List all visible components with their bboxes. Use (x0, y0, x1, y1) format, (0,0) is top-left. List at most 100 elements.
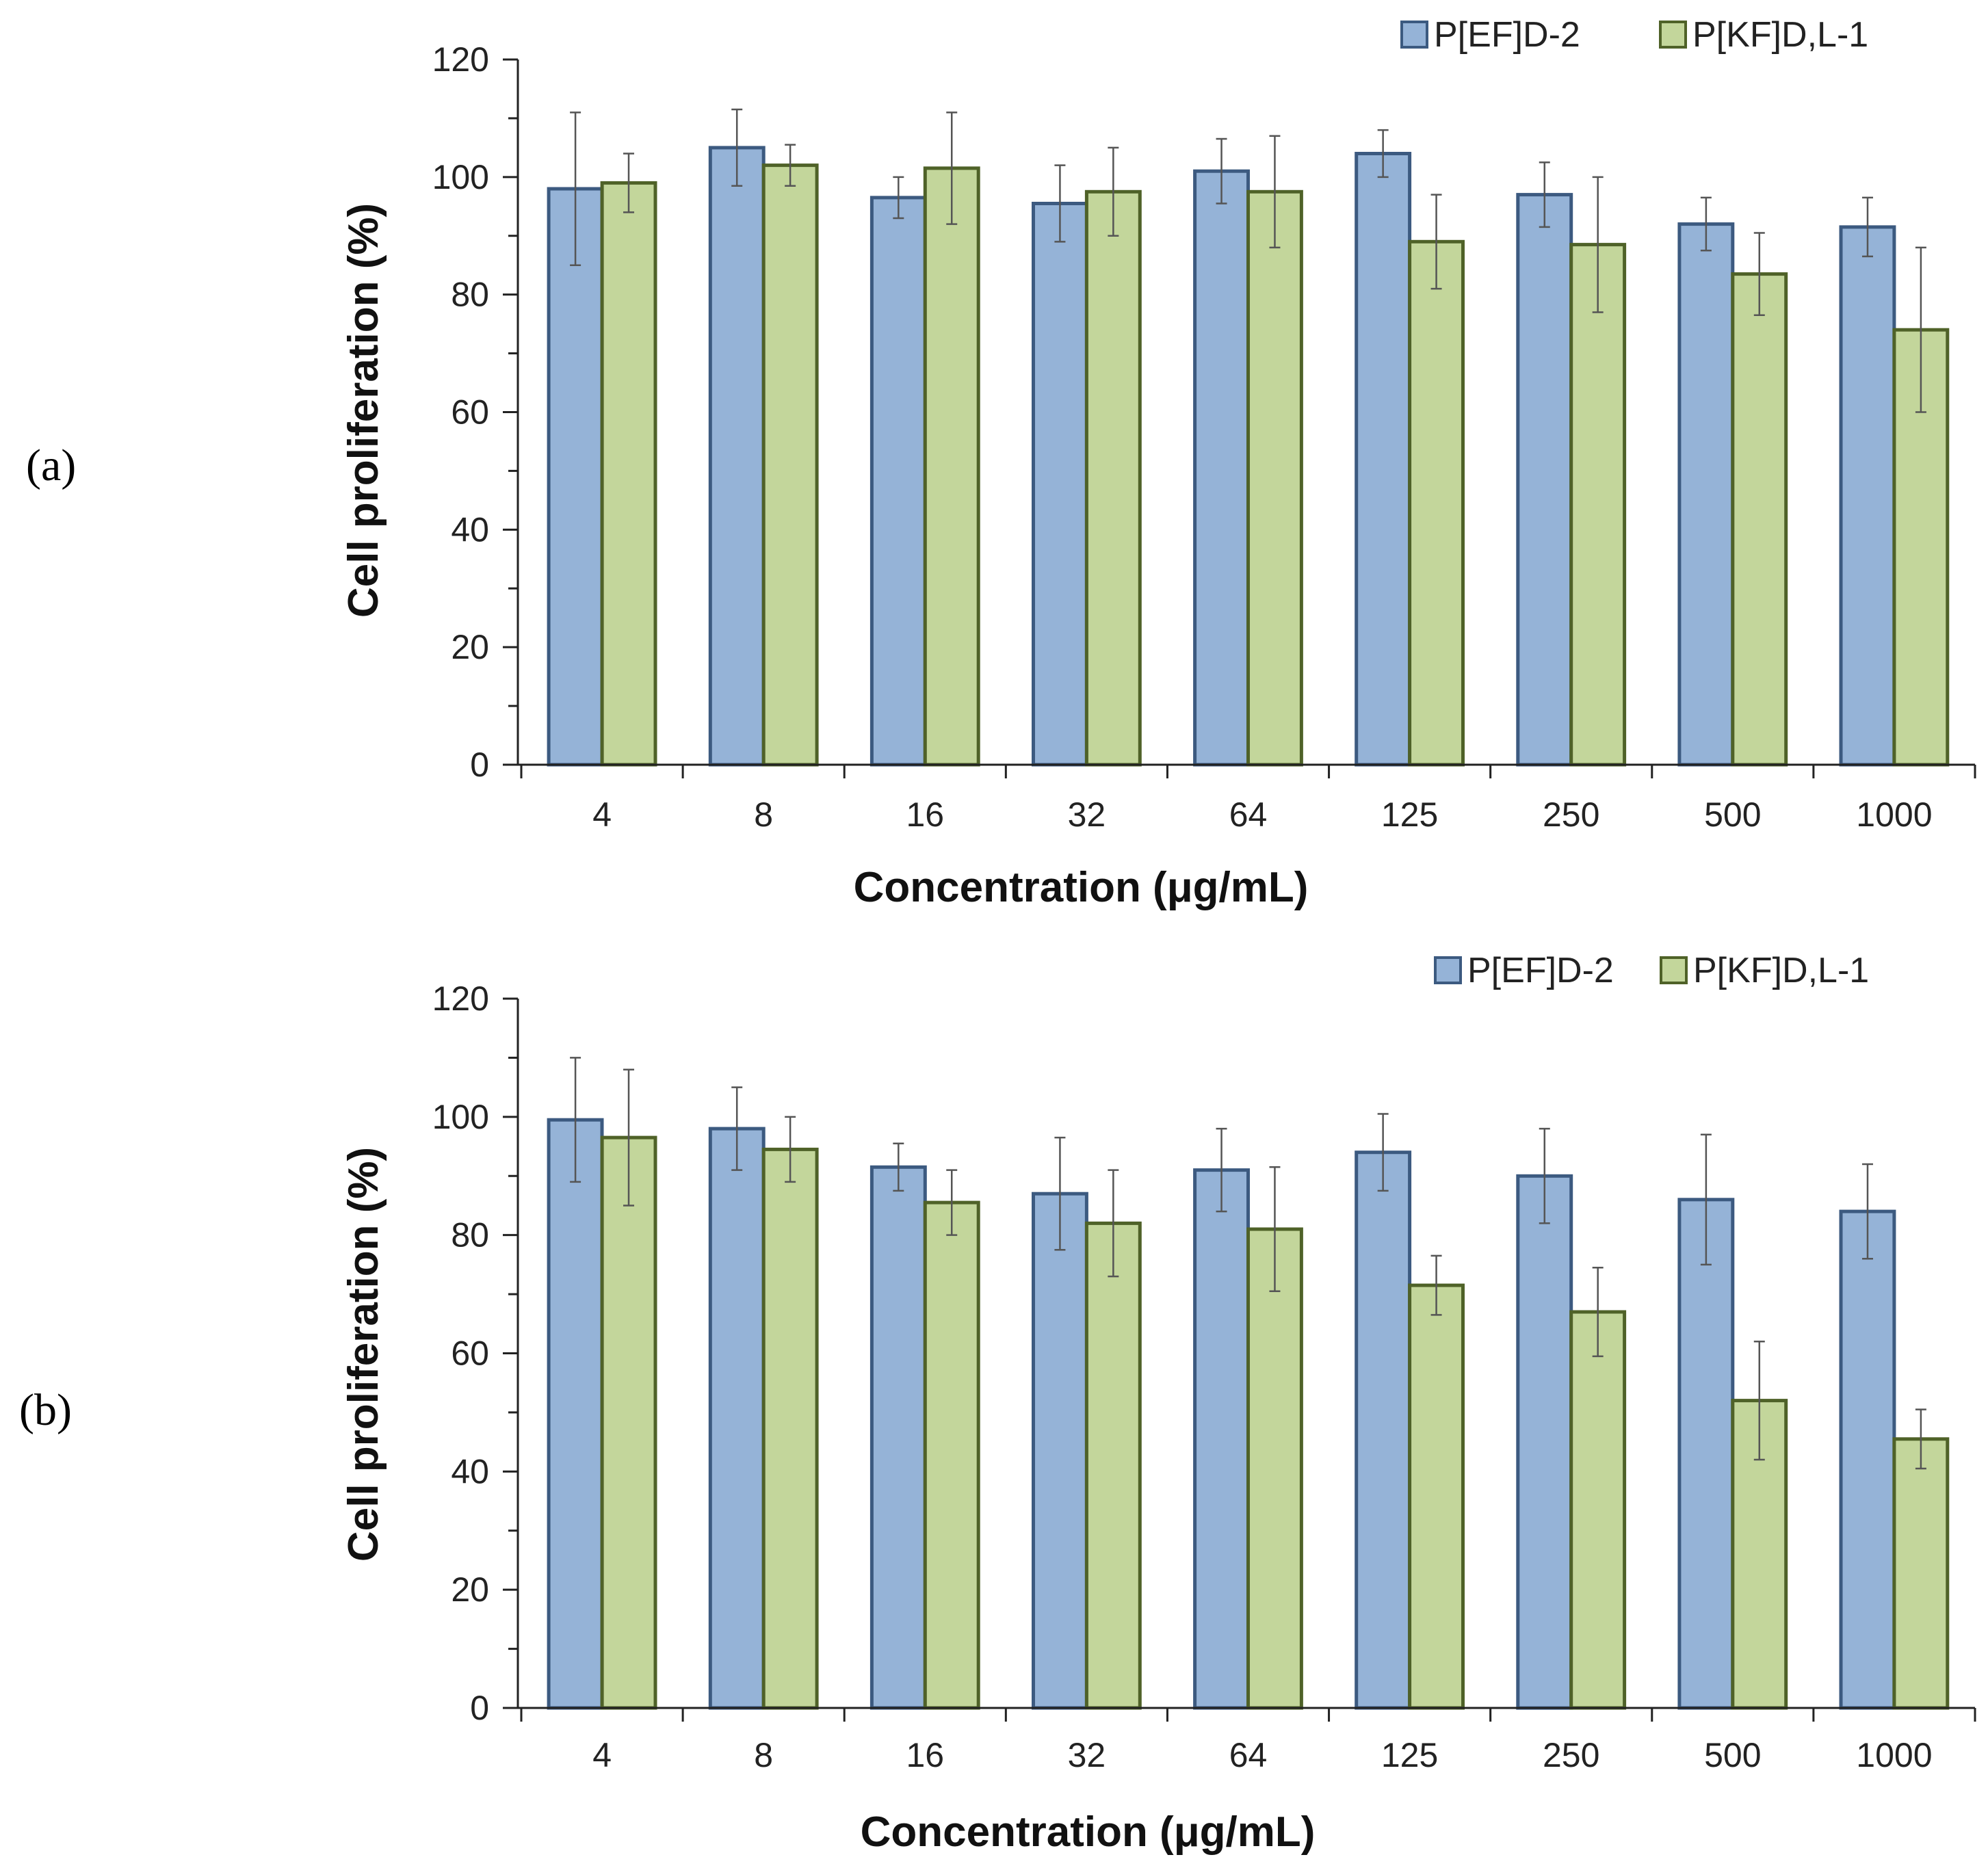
y-tick-label-80: 80 (451, 276, 489, 314)
x-tick-label-500: 500 (1704, 795, 1761, 834)
x-tick-label-32: 32 (1068, 795, 1106, 834)
bar-series-1-16 (869, 196, 927, 767)
y-tick-label-60: 60 (451, 393, 489, 432)
error-bar-series-1-1000 (1861, 196, 1873, 258)
bar-series-1-250 (1516, 1174, 1573, 1710)
bar-series-1-8 (708, 1127, 766, 1710)
y-tick-label-40: 40 (451, 1452, 489, 1490)
bar-series-1-4 (547, 187, 604, 767)
x-tick-label-250: 250 (1543, 795, 1599, 834)
x-tick-label-500: 500 (1704, 1736, 1761, 1774)
bar-series-2-250 (1569, 243, 1627, 767)
error-bar-series-2-125 (1430, 194, 1442, 290)
x-tick-label-64: 64 (1229, 795, 1268, 834)
y-tick-label-80: 80 (451, 1216, 489, 1254)
x-tick-label-250: 250 (1543, 1736, 1599, 1774)
y-tick-label-100: 100 (432, 158, 489, 196)
x-tick-label-1000: 1000 (1856, 795, 1932, 834)
error-bar-series-1-8 (731, 1086, 743, 1171)
error-bar-series-1-500 (1700, 1133, 1712, 1266)
error-bar-series-1-4 (570, 111, 581, 266)
error-bar-series-1-16 (893, 176, 904, 220)
legend-label-series-2: P[KF]D,L-1 (1692, 15, 1868, 55)
bar-series-1-125 (1355, 152, 1412, 767)
error-bar-series-1-32 (1054, 164, 1066, 243)
bar-series-1-250 (1516, 193, 1573, 767)
error-bar-series-2-1000 (1915, 1408, 1926, 1470)
bar-series-2-32 (1084, 189, 1142, 767)
bar-series-1-64 (1193, 169, 1250, 767)
legend-swatch-series-1 (1400, 21, 1428, 49)
error-bar-series-2-500 (1753, 1340, 1765, 1461)
x-tick-label-125: 125 (1381, 1736, 1438, 1774)
axes-group (503, 58, 1976, 778)
error-bar-series-2-8 (785, 1116, 796, 1183)
error-bar-series-1-64 (1216, 1127, 1227, 1213)
error-bar-series-2-4 (623, 1068, 635, 1207)
panel-label-a: (a) (26, 440, 76, 490)
legend-label-series-1: P[EF]D-2 (1434, 15, 1580, 55)
error-bar-series-2-64 (1269, 1166, 1281, 1293)
error-bar-series-2-125 (1430, 1254, 1442, 1316)
y-tick-label-120: 120 (432, 40, 489, 79)
error-bar-series-2-32 (1108, 146, 1119, 237)
error-bar-series-1-125 (1377, 1113, 1389, 1192)
error-bars-group (570, 108, 1926, 413)
bar-series-2-4 (600, 181, 657, 767)
error-bar-series-1-16 (893, 1142, 904, 1192)
x-tick-label-4: 4 (592, 795, 612, 834)
bar-series-1-1000 (1839, 1209, 1896, 1710)
error-bar-series-2-250 (1592, 1266, 1604, 1358)
bar-series-2-8 (761, 163, 819, 767)
y-tick-label-0: 0 (470, 746, 489, 784)
bar-series-2-16 (923, 166, 980, 767)
error-bar-series-1-32 (1054, 1136, 1066, 1251)
bar-series-1-4 (547, 1118, 604, 1710)
bar-series-1-500 (1677, 1198, 1735, 1710)
x-tick-label-1000: 1000 (1856, 1736, 1932, 1774)
bar-series-1-32 (1032, 1192, 1088, 1710)
error-bar-series-1-250 (1539, 1127, 1550, 1224)
y-tick-label-40: 40 (451, 510, 489, 549)
error-bar-series-1-1000 (1861, 1163, 1873, 1260)
legend-label-series-2: P[KF]D,L-1 (1693, 951, 1869, 990)
error-bars-group (570, 1057, 1926, 1470)
x-tick-label-125: 125 (1381, 795, 1438, 834)
y-tick-labels: 0 20 40 60 80 100 120 (432, 40, 489, 784)
x-tick-label-16: 16 (906, 1736, 944, 1774)
bar-series-2-64 (1246, 1227, 1303, 1710)
y-tick-label-100: 100 (432, 1098, 489, 1136)
error-bar-series-2-64 (1269, 135, 1281, 249)
bar-series-1-32 (1032, 202, 1088, 767)
y-tick-label-60: 60 (451, 1334, 489, 1373)
x-tick-label-64: 64 (1229, 1736, 1268, 1774)
bar-series-2-8 (761, 1147, 819, 1710)
bar-series-2-1000 (1892, 1437, 1950, 1710)
x-tick-labels: 4 8 16 32 64 125 250 500 1000 (592, 1736, 1932, 1774)
error-bar-series-2-8 (785, 144, 796, 187)
bars-group (547, 146, 1950, 767)
error-bar-series-2-250 (1592, 176, 1604, 313)
axes-group (503, 997, 1976, 1722)
chart-panel-a: (a) 0 20 40 60 80 100 120 4 8 16 32 64 125 250 500 100… (26, 15, 1976, 911)
chart-panel-b: (b) 0 20 40 60 80 100 120 4 8 16 32 64 125 250 500 100… (19, 951, 1976, 1856)
error-bar-series-2-4 (623, 153, 635, 213)
y-axis-title: Cell proliferation (%) (340, 1147, 387, 1562)
bar-series-2-500 (1731, 272, 1788, 767)
error-bar-series-2-1000 (1915, 246, 1926, 413)
bar-series-1-125 (1355, 1150, 1412, 1710)
error-bar-series-1-125 (1377, 129, 1389, 179)
error-bar-series-2-32 (1108, 1169, 1119, 1278)
y-tick-label-0: 0 (470, 1689, 489, 1727)
bar-series-1-8 (708, 146, 766, 767)
y-tick-label-20: 20 (451, 628, 489, 666)
bar-series-2-64 (1246, 189, 1303, 767)
bar-series-2-16 (923, 1200, 980, 1710)
legend-swatch-series-1 (1434, 956, 1462, 984)
y-tick-labels: 0 20 40 60 80 100 120 (432, 979, 489, 1727)
bars-group (547, 1118, 1950, 1710)
bar-series-1-1000 (1839, 225, 1896, 767)
legend-swatch-series-2 (1660, 956, 1688, 984)
bar-series-2-32 (1084, 1221, 1142, 1710)
